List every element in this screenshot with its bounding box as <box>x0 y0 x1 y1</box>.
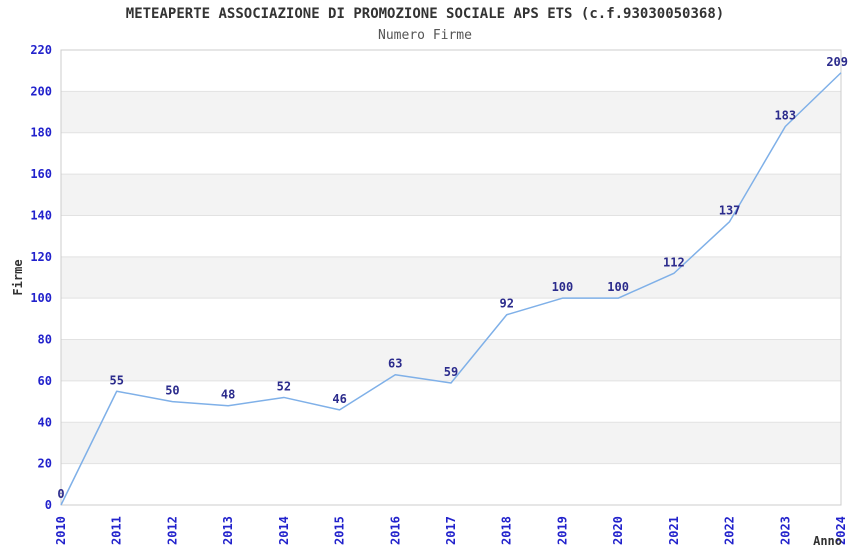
x-tick-label: 2023 <box>778 516 792 545</box>
x-tick-label: 2010 <box>54 516 68 545</box>
data-point-label: 50 <box>165 384 179 398</box>
data-point-label: 183 <box>774 109 796 123</box>
chart-subtitle: Numero Firme <box>378 28 472 43</box>
x-tick-label: 2019 <box>555 516 569 545</box>
chart-title: METEAPERTE ASSOCIAZIONE DI PROMOZIONE SO… <box>125 6 725 22</box>
data-point-label: 0 <box>57 487 64 501</box>
grid-band <box>61 422 841 464</box>
y-tick-label: 200 <box>30 84 52 98</box>
y-tick-label: 60 <box>38 374 52 388</box>
series-line <box>60 72 842 506</box>
data-point-label: 59 <box>444 365 458 379</box>
y-axis-title: Firme <box>11 259 25 295</box>
y-tick-label: 80 <box>38 333 52 347</box>
y-tick-label: 20 <box>38 457 52 471</box>
grid-band <box>61 339 841 381</box>
plot-border <box>60 49 842 506</box>
x-tick-label: 2016 <box>388 516 402 545</box>
x-tick-label: 2021 <box>667 516 681 545</box>
y-tick-label: 160 <box>30 167 52 181</box>
x-tick-label: 2013 <box>221 516 235 545</box>
x-tick-label: 2011 <box>110 516 124 545</box>
x-tick-label: 2012 <box>165 516 179 545</box>
x-tick-label: 2014 <box>277 516 291 545</box>
y-tick-label: 220 <box>30 43 52 57</box>
y-tick-label: 0 <box>45 498 52 512</box>
y-tick-label: 180 <box>30 126 52 140</box>
data-point-label: 209 <box>826 55 848 69</box>
data-point-label: 100 <box>552 280 574 294</box>
grid-band <box>61 256 841 299</box>
data-point-label: 46 <box>332 392 346 406</box>
data-point-label: 100 <box>607 280 629 294</box>
grid-band <box>61 91 841 133</box>
y-tick-label: 140 <box>30 208 52 222</box>
x-tick-label: 2017 <box>444 516 458 545</box>
data-point-label: 48 <box>221 388 235 402</box>
x-tick-label: 2024 <box>834 516 848 545</box>
x-tick-label: 2015 <box>333 516 347 545</box>
grid-band <box>61 174 841 216</box>
y-tick-label: 120 <box>30 250 52 264</box>
data-point-label: 112 <box>663 255 685 269</box>
data-point-label: 137 <box>719 204 741 218</box>
x-tick-label: 2022 <box>723 516 737 545</box>
x-tick-label: 2018 <box>500 516 514 545</box>
x-tick-label: 2020 <box>611 516 625 545</box>
x-axis-title: Anno <box>813 534 842 548</box>
data-point-label: 55 <box>109 373 123 387</box>
data-point-label: 92 <box>499 297 513 311</box>
data-point-label: 52 <box>277 379 291 393</box>
y-tick-label: 40 <box>38 415 52 429</box>
data-point-label: 63 <box>388 357 402 371</box>
y-tick-label: 100 <box>30 291 52 305</box>
